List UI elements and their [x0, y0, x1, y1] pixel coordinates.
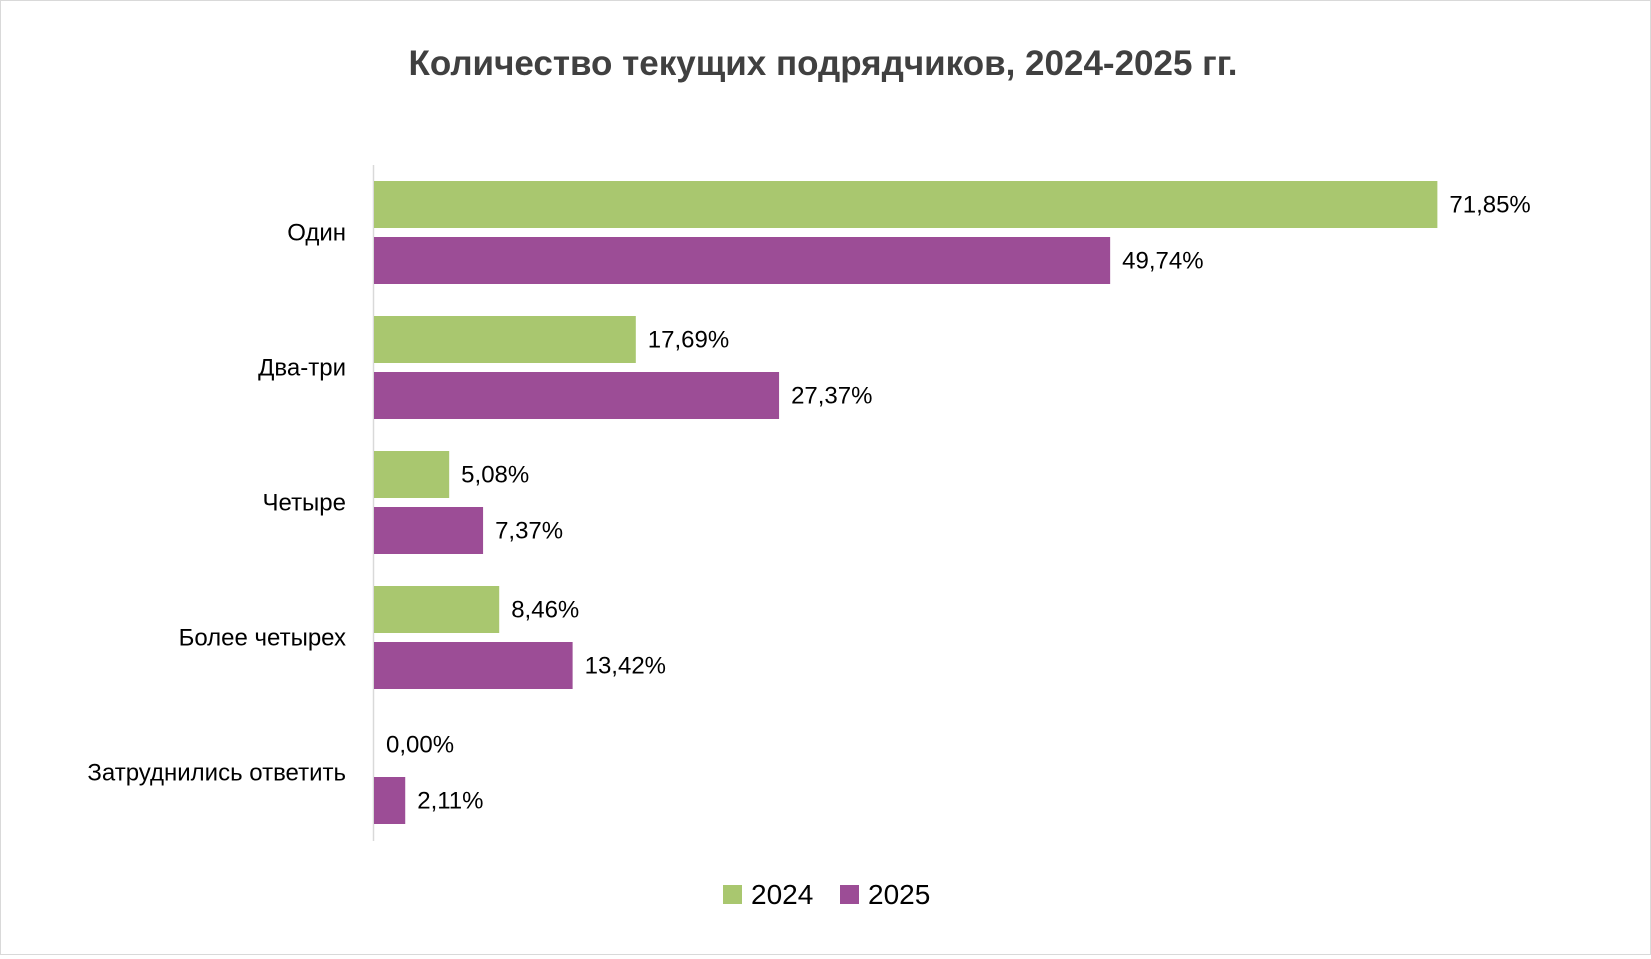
data-label: 71,85% — [1449, 192, 1530, 219]
bar-2024 — [374, 316, 636, 363]
bar-2024 — [374, 451, 450, 498]
data-label: 5,08% — [461, 462, 529, 489]
data-label: 8,46% — [511, 597, 579, 624]
category-label: Более четырех — [179, 625, 346, 652]
legend-swatch-2024 — [723, 885, 742, 904]
bar-2024 — [374, 586, 500, 633]
category-label: Один — [287, 220, 346, 247]
bar-2025 — [374, 507, 484, 554]
data-label: 0,00% — [386, 732, 454, 759]
bar-2025 — [374, 777, 406, 824]
data-label: 17,69% — [648, 327, 729, 354]
legend: 2024 2025 — [723, 879, 930, 910]
category-label: Затруднились ответить — [87, 760, 346, 787]
chart-title: Количество текущих подрядчиков, 2024-202… — [408, 44, 1237, 83]
legend-swatch-2025 — [840, 885, 859, 904]
legend-label: 2024 — [751, 879, 813, 910]
bar-2025 — [374, 237, 1111, 284]
data-label: 13,42% — [585, 653, 666, 680]
bar-2024 — [374, 181, 1438, 228]
bar-2025 — [374, 372, 780, 419]
legend-label: 2025 — [868, 879, 930, 910]
data-label: 7,37% — [495, 518, 563, 545]
plot-area: Один 71,85% 49,74% Два-три 17,69% 27,37% Четыр… — [87, 181, 1531, 824]
data-label: 2,11% — [417, 788, 483, 815]
data-label: 27,37% — [791, 383, 872, 410]
data-label: 49,74% — [1122, 248, 1203, 275]
bar-2025 — [374, 642, 573, 689]
category-label: Четыре — [263, 490, 346, 517]
category-label: Два-три — [258, 355, 346, 382]
